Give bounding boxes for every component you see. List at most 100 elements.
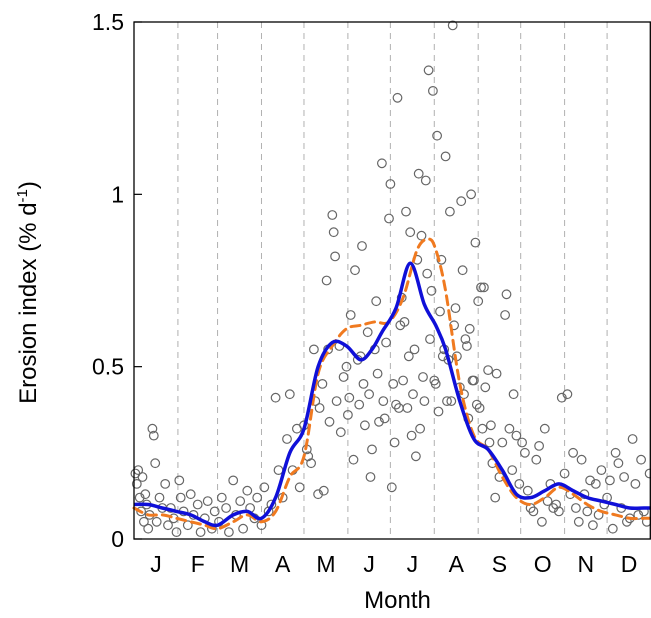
- data-point: [182, 520, 193, 531]
- data-point: [148, 430, 159, 441]
- data-point: [420, 175, 431, 186]
- y-tick-label: 0: [111, 526, 124, 552]
- data-point: [171, 527, 182, 537]
- data-point: [341, 361, 352, 372]
- data-point: [389, 437, 400, 448]
- data-point: [484, 437, 495, 448]
- data-point: [596, 465, 607, 476]
- data-point: [391, 399, 401, 410]
- y-axis-title-main: Erosion index (% d: [15, 202, 42, 403]
- data-point: [385, 179, 396, 189]
- data-point: [571, 503, 581, 513]
- data-point: [392, 92, 403, 103]
- data-point: [306, 458, 317, 469]
- data-point: [238, 523, 249, 534]
- data-point: [147, 423, 158, 434]
- data-point: [466, 189, 477, 200]
- data-point: [384, 213, 394, 224]
- data-point: [605, 475, 615, 486]
- grid-lines: [177, 22, 608, 539]
- data-point: [338, 372, 349, 382]
- data-point: [588, 520, 598, 531]
- data-point: [573, 516, 584, 527]
- data-point: [582, 506, 593, 517]
- data-point: [354, 399, 365, 410]
- data-point: [433, 406, 444, 417]
- data-point: [185, 489, 196, 500]
- data-point: [507, 465, 518, 476]
- series-line-solid: [133, 261, 651, 528]
- data-point: [416, 230, 427, 241]
- data-point: [330, 251, 341, 262]
- series-line-dashed: [132, 237, 651, 531]
- data-point: [425, 334, 435, 345]
- data-point: [476, 282, 486, 293]
- data-point: [331, 396, 342, 407]
- data-point: [460, 334, 471, 345]
- data-point: [403, 351, 414, 362]
- data-point: [263, 506, 274, 517]
- data-point: [324, 416, 335, 427]
- data-point: [522, 485, 533, 496]
- data-point: [576, 454, 587, 465]
- data-point: [585, 475, 595, 486]
- data-point: [345, 310, 356, 320]
- data-point: [501, 289, 512, 300]
- data-point: [469, 375, 479, 386]
- data-point: [436, 254, 447, 265]
- data-point: [486, 420, 496, 431]
- data-point: [350, 265, 360, 276]
- data-point: [151, 516, 162, 527]
- data-point: [357, 241, 367, 251]
- data-point: [508, 389, 519, 400]
- data-point: [432, 130, 443, 141]
- data-point: [480, 382, 491, 393]
- data-point: [500, 310, 511, 320]
- data-point: [613, 458, 624, 469]
- data-point: [473, 296, 484, 307]
- data-point: [419, 396, 430, 407]
- data-point: [590, 479, 601, 489]
- data-point: [175, 492, 186, 503]
- data-point: [223, 527, 234, 537]
- y-axis-title-close: ): [15, 181, 42, 189]
- data-point: [483, 365, 494, 376]
- x-tick-label-month: A: [275, 551, 291, 577]
- data-point: [539, 423, 550, 434]
- data-point: [143, 523, 154, 534]
- data-point: [477, 423, 488, 434]
- data-point: [415, 423, 426, 434]
- data-point: [470, 237, 481, 248]
- data-point: [504, 423, 515, 434]
- data-point: [423, 65, 434, 76]
- series-lines: [132, 237, 651, 531]
- data-point: [440, 151, 451, 162]
- data-point: [137, 472, 148, 482]
- data-point: [459, 389, 469, 400]
- x-tick-label-month: M: [230, 551, 249, 577]
- data-point: [270, 392, 281, 403]
- y-tick-label: 0.5: [92, 354, 124, 380]
- scatter-points: [130, 20, 651, 537]
- data-point: [559, 468, 570, 479]
- data-point: [364, 389, 375, 400]
- data-point: [259, 482, 270, 493]
- data-point: [418, 372, 428, 382]
- data-point: [138, 516, 149, 527]
- x-tick-label-month: S: [492, 551, 507, 577]
- data-point: [362, 327, 373, 338]
- data-point: [348, 454, 359, 465]
- data-point: [568, 447, 578, 458]
- data-point: [309, 344, 319, 355]
- data-point: [430, 379, 441, 389]
- data-point: [134, 492, 145, 503]
- data-point: [192, 499, 203, 510]
- data-point: [633, 510, 644, 520]
- data-point: [422, 268, 433, 279]
- data-point: [388, 379, 399, 389]
- x-tick-label-month: A: [449, 551, 465, 577]
- data-point: [344, 392, 355, 403]
- data-point: [447, 20, 458, 31]
